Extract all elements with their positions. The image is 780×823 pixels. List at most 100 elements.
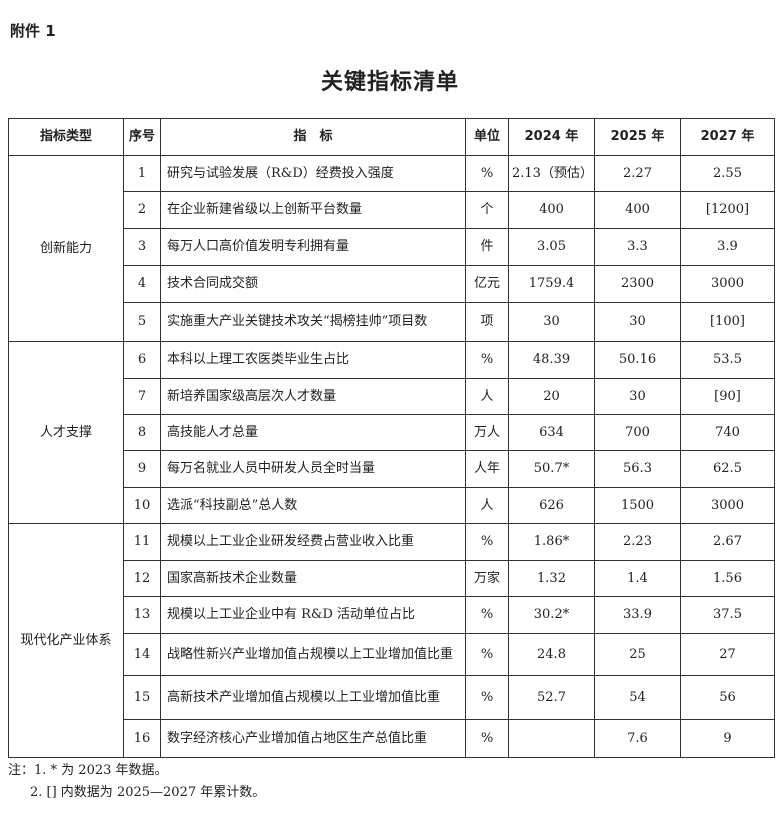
y2025-cell: 3.3: [594, 228, 681, 266]
y2027-cell: 27: [680, 633, 775, 676]
y2025-cell: 1500: [594, 487, 681, 524]
table-row: 3 每万人口高价值发明专利拥有量件 3.05 3.3 3.9: [9, 228, 775, 266]
unit-cell: %: [465, 155, 509, 192]
unit-cell: 万家: [465, 560, 509, 597]
y2024-cell: 30.2*: [508, 596, 595, 634]
unit-cell: %: [465, 633, 509, 676]
table-header-row: 指标类型 序号 指 标 单位 2024 年 2025 年 2027 年: [8, 118, 775, 156]
unit-cell: %: [465, 523, 509, 561]
y2027-cell: [100]: [680, 302, 775, 342]
no-cell: 15: [123, 675, 161, 720]
category-cell: 人才支撑: [8, 341, 124, 524]
y2027-cell: 53.5: [680, 341, 775, 379]
note-1: 注：1. * 为 2023 年数据。: [8, 763, 168, 778]
y2024-cell: 1759.4: [508, 265, 595, 303]
name-cell: 在企业新建省级以上创新平台数量: [160, 191, 466, 229]
no-cell: 4: [123, 265, 161, 303]
header-unit: 单位: [465, 118, 509, 156]
name-cell: 数字经济核心产业增加值占地区生产总值比重: [160, 719, 466, 758]
name-cell: 高技能人才总量: [160, 414, 466, 451]
y2024-cell: 2.13（预估）: [508, 155, 595, 192]
y2027-cell: 56: [680, 675, 775, 720]
name-cell: 研究与试验发展（R&D）经费投入强度: [160, 155, 466, 192]
no-cell: 11: [123, 523, 161, 561]
unit-cell: 项: [465, 302, 509, 342]
y2027-cell: 9: [680, 719, 775, 758]
unit-cell: 个: [465, 191, 509, 229]
header-2027: 2027 年: [680, 118, 775, 156]
no-cell: 1: [123, 155, 161, 192]
y2024-cell: 626: [508, 487, 595, 524]
name-cell: 技术合同成交额: [160, 265, 466, 303]
y2024-cell: 24.8: [508, 633, 595, 676]
attachment-label: 附件 1: [10, 22, 56, 40]
table-row: 4 技术合同成交额 亿元 1759.4 2300 3000: [9, 265, 775, 303]
no-cell: 10: [123, 487, 161, 524]
y2024-cell: 1.86*: [508, 523, 595, 561]
no-cell: 14: [123, 633, 161, 676]
unit-cell: 万人: [465, 414, 509, 451]
category-cell: 创新能力: [8, 155, 124, 342]
name-cell: 新培养国家级高层次人才数量: [160, 378, 466, 415]
y2025-cell: 25: [594, 633, 681, 676]
y2025-cell: 54: [594, 675, 681, 720]
unit-cell: %: [465, 675, 509, 720]
y2024-cell: 1.32: [508, 560, 595, 597]
y2024-cell: 50.7*: [508, 450, 595, 488]
table-row: 14 战略性新兴产业增加值占规模以上工业增加值比重% 24.8 25 27: [9, 633, 775, 676]
no-cell: 6: [123, 341, 161, 379]
header-number: 序号: [123, 118, 161, 156]
no-cell: 13: [123, 596, 161, 634]
y2024-cell: 48.39: [508, 341, 595, 379]
no-cell: 5: [123, 302, 161, 342]
name-cell: 选派“科技副总”总人数: [160, 487, 466, 524]
no-cell: 8: [123, 414, 161, 451]
table-row: 9 每万名就业人员中研发人员全时当量 人年 50.7* 56.3 62.5: [9, 450, 775, 488]
no-cell: 12: [123, 560, 161, 597]
y2027-cell: 2.67: [680, 523, 775, 561]
no-cell: 16: [123, 719, 161, 758]
table-row: 人才支撑 6 本科以上理工农医类毕业生占比% 48.39 50.16 53.5: [8, 341, 775, 524]
table-row: 5 实施重大产业关键技术攻关“揭榜挂帅”项目数项 30 30 [100]: [9, 302, 775, 342]
name-cell: 每万名就业人员中研发人员全时当量: [160, 450, 466, 488]
no-cell: 7: [123, 378, 161, 415]
y2025-cell: 56.3: [594, 450, 681, 488]
y2025-cell: 2.23: [594, 523, 681, 561]
y2024-cell: 634: [508, 414, 595, 451]
y2025-cell: 400: [594, 191, 681, 229]
table-row: 15 高新技术产业增加值占规模以上工业增加值比重% 52.7 54 56: [9, 675, 775, 720]
y2024-cell: 30: [508, 302, 595, 342]
y2025-cell: 7.6: [594, 719, 681, 758]
no-cell: 9: [123, 450, 161, 488]
y2025-cell: 50.16: [594, 341, 681, 379]
unit-cell: %: [465, 341, 509, 379]
y2027-cell: 2.55: [680, 155, 775, 192]
table-row: 7 新培养国家级高层次人才数量人 20 30 [90]: [9, 378, 775, 415]
y2027-cell: 62.5: [680, 450, 775, 488]
name-cell: 战略性新兴产业增加值占规模以上工业增加值比重: [160, 633, 466, 676]
y2027-cell: [1200]: [680, 191, 775, 229]
y2025-cell: 2300: [594, 265, 681, 303]
y2024-cell: 52.7: [508, 675, 595, 720]
y2024-cell: 400: [508, 191, 595, 229]
note-2: 2. [] 内数据为 2025—2027 年累计数。: [30, 785, 266, 800]
unit-cell: %: [465, 596, 509, 634]
y2027-cell: 37.5: [680, 596, 775, 634]
table-row: 8 高技能人才总量 万人 634 700 740: [9, 414, 775, 451]
name-cell: 高新技术产业增加值占规模以上工业增加值比重: [160, 675, 466, 720]
header-2024: 2024 年: [508, 118, 595, 156]
header-2025: 2025 年: [594, 118, 681, 156]
y2027-cell: 3000: [680, 487, 775, 524]
y2025-cell: 30: [594, 302, 681, 342]
category-cell: 现代化产业体系: [8, 523, 124, 758]
y2025-cell: 30: [594, 378, 681, 415]
unit-cell: 人: [465, 378, 509, 415]
y2027-cell: [90]: [680, 378, 775, 415]
name-cell: 实施重大产业关键技术攻关“揭榜挂帅”项目数: [160, 302, 466, 342]
no-cell: 3: [123, 228, 161, 266]
table-row: 16 数字经济核心产业增加值占地区生产总值比重% 7.6 9: [9, 719, 775, 758]
y2024-cell: [508, 719, 595, 758]
name-cell: 规模以上工业企业研发经费占营业收入比重: [160, 523, 466, 561]
unit-cell: 人: [465, 487, 509, 524]
y2027-cell: 3.9: [680, 228, 775, 266]
